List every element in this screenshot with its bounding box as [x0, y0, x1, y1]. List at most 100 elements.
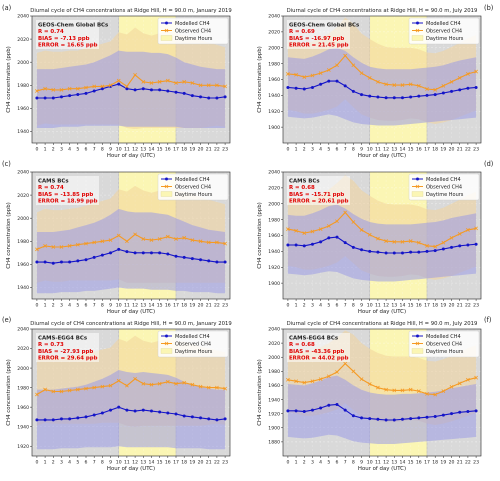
y-axis-label: CH4 concentration (ppb): [6, 46, 12, 112]
x-tick-label: 8: [101, 460, 104, 466]
data-point-observed: [286, 227, 290, 232]
data-point-observed: [286, 377, 290, 382]
data-point-observed: [198, 384, 203, 389]
data-point-modelled: [384, 251, 388, 255]
x-tick-label: 23: [473, 303, 479, 309]
data-point-observed: [466, 377, 470, 382]
x-tick-label: 19: [440, 147, 446, 153]
data-point-modelled: [59, 417, 63, 421]
x-tick-label: 3: [311, 147, 314, 153]
data-point-observed: [100, 239, 105, 244]
data-point-observed: [318, 227, 323, 232]
data-point-observed: [302, 231, 307, 236]
y-tick-label: 1980: [17, 239, 29, 245]
legend-swatch-daytime: [160, 191, 173, 197]
x-tick-label: 3: [60, 460, 63, 466]
stats-error: ERROR = 44.02 ppb: [289, 356, 349, 362]
x-tick-label: 23: [473, 147, 479, 153]
data-point-observed: [59, 245, 64, 249]
data-point-observed: [294, 228, 298, 233]
data-point-observed: [335, 219, 339, 224]
y-axis-label: CH4 concentration (ppb): [257, 46, 263, 112]
data-point-modelled: [199, 416, 203, 420]
data-point-observed: [343, 53, 348, 58]
data-point-modelled: [59, 260, 63, 264]
data-point-modelled: [302, 410, 306, 414]
y-tick-label: 2040: [268, 327, 280, 333]
x-tick-label: 1: [44, 460, 47, 466]
legend-marker-modelled: [416, 21, 419, 25]
data-point-observed: [359, 228, 364, 232]
legend-label-daytime: Daytime Hours: [175, 192, 213, 198]
data-point-modelled: [286, 243, 290, 247]
x-tick-label: 9: [360, 460, 363, 466]
data-point-observed: [84, 241, 88, 246]
data-point-observed: [92, 84, 97, 89]
x-tick-label: 16: [416, 460, 422, 466]
data-point-observed: [100, 384, 105, 389]
data-point-observed: [286, 72, 290, 76]
data-point-observed: [149, 382, 154, 387]
data-point-observed: [223, 241, 227, 246]
data-point-modelled: [351, 89, 355, 93]
data-point-observed: [474, 375, 478, 380]
x-tick-label: 16: [416, 147, 422, 153]
stats-bias: BIAS = -16.97 ppb: [289, 36, 344, 42]
y-tick-label: 1940: [17, 129, 29, 135]
panel-label: (f): [484, 316, 491, 324]
data-point-observed: [351, 369, 356, 374]
x-tick-label: 13: [391, 303, 397, 309]
stats-r: R = 0.68: [289, 185, 315, 191]
legend-marker-observed: [164, 341, 169, 346]
data-point-modelled: [425, 93, 429, 97]
legend-label-observed: Observed CH4: [175, 184, 211, 190]
data-point-modelled: [166, 89, 170, 93]
x-tick-label: 20: [198, 147, 204, 153]
x-tick-label: 1: [44, 303, 47, 309]
data-point-modelled: [458, 88, 462, 92]
series-line-observed: [36, 74, 226, 92]
stats-error: ERROR = 21.45 ppb: [289, 43, 349, 49]
x-tick-label: 17: [173, 303, 179, 309]
data-point-modelled: [286, 409, 290, 413]
x-tick-label: 1: [295, 460, 298, 466]
data-point-observed: [310, 229, 315, 234]
data-point-observed: [92, 240, 97, 245]
x-tick-label: 14: [400, 460, 406, 466]
data-point-modelled: [207, 96, 211, 100]
data-point-modelled: [76, 93, 80, 97]
y-tick-label: 1960: [268, 383, 280, 389]
data-point-modelled: [117, 82, 121, 86]
data-point-modelled: [327, 403, 331, 407]
legend-label-observed: Observed CH4: [175, 28, 211, 34]
data-point-modelled: [450, 89, 454, 93]
data-point-observed: [141, 79, 146, 84]
data-point-modelled: [215, 260, 219, 264]
legend-label-modelled: Modelled CH4: [426, 334, 461, 340]
data-point-modelled: [84, 415, 88, 419]
data-point-observed: [474, 69, 478, 74]
x-tick-label: 22: [465, 147, 471, 153]
x-tick-label: 14: [400, 303, 406, 309]
data-point-modelled: [384, 418, 388, 422]
data-point-observed: [51, 389, 56, 394]
data-point-modelled: [351, 414, 355, 418]
data-point-observed: [67, 244, 72, 248]
legend-box: [157, 17, 229, 45]
stats-error: ERROR = 18.99 ppb: [38, 199, 98, 205]
data-point-modelled: [433, 414, 437, 418]
x-tick-label: 16: [416, 303, 422, 309]
plot-frame: [31, 171, 231, 300]
data-point-modelled: [223, 417, 227, 421]
data-point-modelled: [35, 96, 39, 100]
y-tick-label: 1960: [268, 233, 280, 239]
data-point-observed: [384, 387, 388, 392]
data-point-observed: [108, 238, 113, 243]
x-tick-label: 19: [189, 303, 195, 309]
data-point-modelled: [335, 79, 339, 83]
data-point-observed: [326, 374, 331, 379]
chart-title: Diurnal cycle of CH4 concentrations at R…: [30, 321, 231, 327]
x-tick-label: 5: [327, 303, 330, 309]
